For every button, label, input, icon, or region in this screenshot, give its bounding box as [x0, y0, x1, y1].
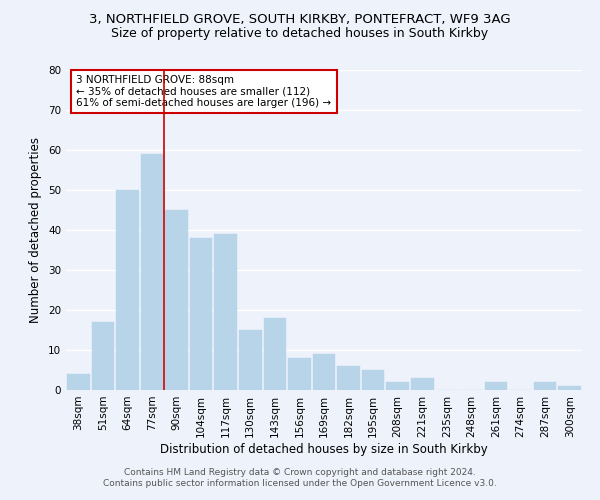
Bar	[239, 330, 262, 390]
Text: Size of property relative to detached houses in South Kirkby: Size of property relative to detached ho…	[112, 28, 488, 40]
Bar	[67, 374, 89, 390]
Bar	[362, 370, 385, 390]
Bar	[559, 386, 581, 390]
Text: 3, NORTHFIELD GROVE, SOUTH KIRKBY, PONTEFRACT, WF9 3AG: 3, NORTHFIELD GROVE, SOUTH KIRKBY, PONTE…	[89, 12, 511, 26]
Text: Contains HM Land Registry data © Crown copyright and database right 2024.
Contai: Contains HM Land Registry data © Crown c…	[103, 468, 497, 487]
Bar	[165, 210, 188, 390]
Bar	[190, 238, 212, 390]
X-axis label: Distribution of detached houses by size in South Kirkby: Distribution of detached houses by size …	[160, 442, 488, 456]
Bar	[313, 354, 335, 390]
Bar	[263, 318, 286, 390]
Bar	[411, 378, 434, 390]
Bar	[386, 382, 409, 390]
Bar	[485, 382, 508, 390]
Bar	[534, 382, 556, 390]
Bar	[92, 322, 114, 390]
Bar	[288, 358, 311, 390]
Bar	[337, 366, 360, 390]
Bar	[214, 234, 237, 390]
Y-axis label: Number of detached properties: Number of detached properties	[29, 137, 43, 323]
Text: 3 NORTHFIELD GROVE: 88sqm
← 35% of detached houses are smaller (112)
61% of semi: 3 NORTHFIELD GROVE: 88sqm ← 35% of detac…	[76, 75, 331, 108]
Bar	[116, 190, 139, 390]
Bar	[140, 154, 163, 390]
